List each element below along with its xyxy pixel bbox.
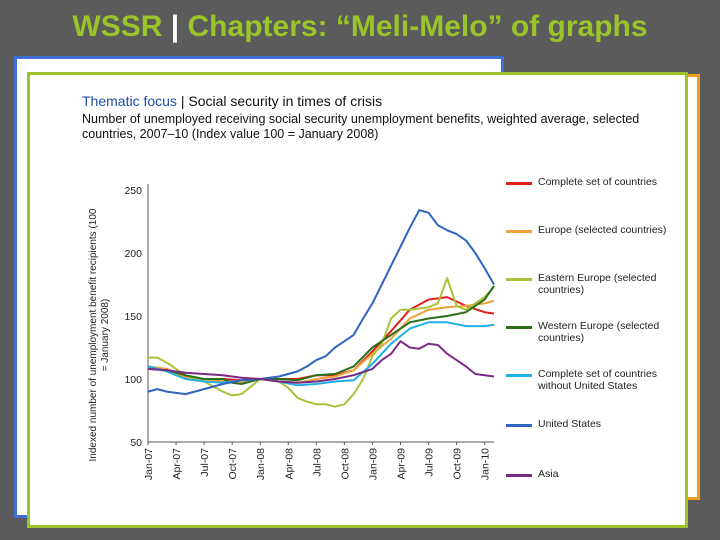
- x-tick-label: Jul-09: [424, 448, 436, 477]
- series-line-1: [148, 296, 495, 382]
- card-heading: Social security in times of crisis: [188, 93, 383, 109]
- x-tick-label: Oct-08: [339, 448, 351, 480]
- legend-label: Europe (selected countries): [538, 224, 667, 236]
- series-line-6: [147, 209, 495, 396]
- chart-card: [27, 72, 688, 528]
- x-tick-label: Jul-07: [199, 448, 211, 477]
- series-line-5: [147, 321, 495, 387]
- legend-swatch: [506, 230, 532, 233]
- y-tick-label: 150: [124, 311, 142, 323]
- y-tick-label: 100: [124, 374, 142, 386]
- x-tick-label: Jan-10: [480, 448, 492, 480]
- thematic-focus-label: Thematic focus: [82, 93, 177, 109]
- subtitle-lead: Number of: [82, 112, 141, 126]
- y-tick-label: 250: [124, 185, 142, 197]
- x-tick-label: Apr-07: [171, 448, 183, 480]
- legend-label: Eastern Europe (selected countries): [538, 272, 657, 296]
- y-tick-label: 50: [130, 437, 142, 449]
- legend-swatch: [506, 182, 532, 185]
- slide-title: WSSR | Chapters: “Meli-Melo” of graphs: [0, 10, 720, 44]
- slide-title-main: WSSR: [72, 10, 163, 43]
- x-tick-label: Apr-09: [395, 448, 407, 480]
- card-title: Thematic focus | Social security in time…: [82, 93, 382, 109]
- slide-title-separator: |: [170, 10, 180, 43]
- legend-label: United States: [538, 418, 602, 430]
- slide-title-rest: Chapters: “Meli-Melo” of graphs: [187, 10, 648, 43]
- legend-label: Complete set of countries: [538, 176, 658, 188]
- legend-swatch: [506, 278, 532, 281]
- x-tick-label: Oct-07: [227, 448, 239, 480]
- series-line-7: [147, 340, 495, 384]
- x-tick-label: Jul-08: [311, 448, 323, 477]
- legend-swatch: [506, 474, 532, 477]
- series-line-4: [147, 285, 495, 385]
- legend-swatch: [506, 326, 532, 329]
- subtitle-rest: unemployed receiving social security une…: [82, 112, 640, 141]
- x-tick-label: Apr-08: [283, 448, 295, 480]
- legend-label: Western Europe (selected countries): [538, 320, 660, 344]
- legend-label: Complete set of countries without United…: [538, 368, 658, 392]
- legend-swatch: [506, 424, 532, 427]
- card-title-separator: |: [180, 93, 185, 109]
- x-tick-label: Jan-07: [143, 448, 155, 480]
- x-tick-label: Jan-09: [367, 448, 379, 480]
- series-line-2: [147, 299, 495, 384]
- legend-label: Asia: [538, 468, 559, 480]
- x-tick-label: Jan-08: [255, 448, 267, 480]
- y-tick-label: 200: [124, 248, 142, 260]
- legend-swatch: [506, 374, 532, 377]
- x-tick-label: Oct-09: [452, 448, 464, 480]
- series-line-3: [148, 277, 495, 408]
- card-subtitle: Number of unemployed receiving social se…: [82, 112, 642, 142]
